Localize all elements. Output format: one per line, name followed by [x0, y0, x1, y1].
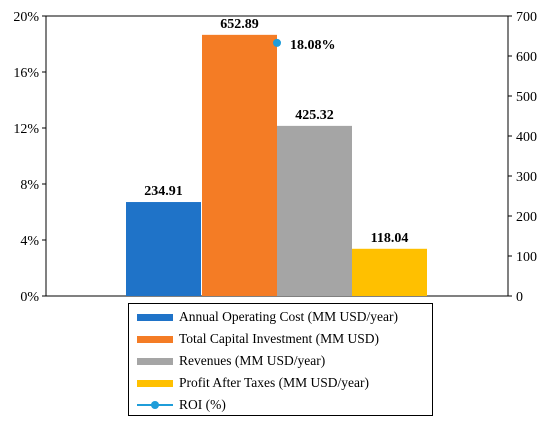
- legend-swatch-roi: [137, 399, 173, 411]
- right-axis-tick-label: 200: [516, 210, 537, 225]
- right-axis-tick-label: 300: [516, 170, 537, 185]
- legend-swatch: [137, 335, 173, 343]
- bar: [126, 202, 201, 296]
- bar-data-label: 652.89: [220, 17, 259, 32]
- bar-data-label: 425.32: [295, 108, 334, 123]
- right-axis-tick-label: 100: [516, 250, 537, 265]
- legend-item-operating-cost: Annual Operating Cost (MM USD/year): [137, 307, 398, 327]
- legend-swatch: [137, 379, 173, 387]
- legend-item-capital-investment: Total Capital Investment (MM USD): [137, 329, 379, 349]
- legend-item-revenues: Revenues (MM USD/year): [137, 351, 325, 371]
- left-axis-tick-label: 20%: [13, 10, 39, 25]
- left-axis-tick-label: 16%: [13, 66, 39, 81]
- legend-label: Total Capital Investment (MM USD): [179, 331, 380, 346]
- bar-data-label: 234.91: [144, 184, 183, 199]
- left-axis-tick-label: 0%: [20, 290, 39, 305]
- left-axis-tick-label: 4%: [20, 234, 39, 249]
- roi-point: [273, 38, 281, 47]
- bar-data-label: 118.04: [371, 231, 409, 246]
- legend-item-roi: ROI (%): [137, 395, 226, 415]
- roi-data-label: 18.08%: [290, 38, 336, 53]
- legend-item-profit: Profit After Taxes (MM USD/year): [137, 373, 369, 393]
- bar: [352, 248, 427, 296]
- legend: Annual Operating Cost (MM USD/year) Tota…: [128, 303, 433, 416]
- bar: [202, 34, 277, 297]
- plot-area: 0% 4% 8% 12% 16% 20% 0 100 200 300 400 500 600 700 234…: [13, 10, 537, 305]
- legend-swatch: [137, 313, 173, 321]
- right-axis-tick-label: 0: [516, 290, 523, 305]
- legend-label: Annual Operating Cost (MM USD/year): [179, 309, 398, 324]
- legend-label: ROI (%): [179, 397, 226, 412]
- right-axis-tick-label: 600: [516, 50, 537, 65]
- legend-label: Revenues (MM USD/year): [179, 353, 326, 368]
- right-axis-tick-label: 400: [516, 130, 537, 145]
- bar: [277, 125, 352, 296]
- left-axis-tick-label: 8%: [20, 178, 39, 193]
- legend-label: Profit After Taxes (MM USD/year): [179, 375, 370, 390]
- left-axis-tick-label: 12%: [13, 122, 39, 137]
- right-axis-tick-label: 700: [516, 10, 537, 25]
- legend-swatch: [137, 357, 173, 365]
- right-axis-tick-label: 500: [516, 90, 537, 105]
